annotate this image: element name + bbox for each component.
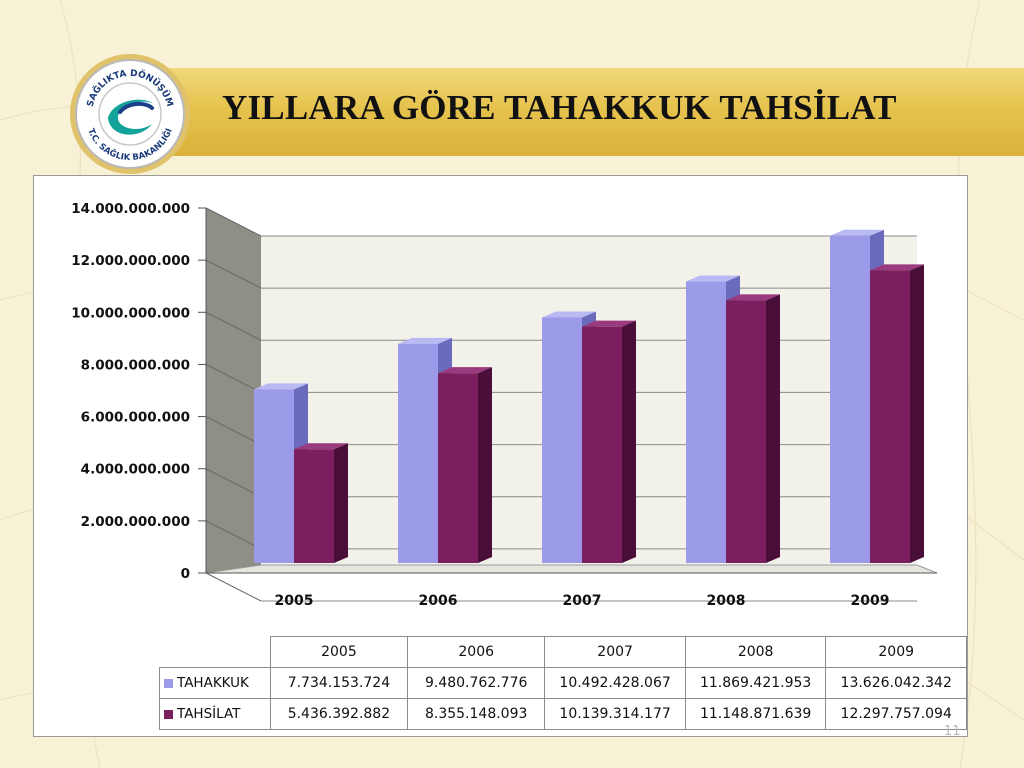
y-tick-label: 4.000.000.000 bbox=[81, 462, 190, 478]
bar-top-tahakkuk bbox=[686, 275, 740, 282]
bar-top-tahakkuk bbox=[398, 337, 452, 344]
gridline-side bbox=[205, 311, 262, 341]
bar-side-tahsi̇lat bbox=[910, 264, 924, 563]
row-label: TAHAKKUK bbox=[177, 675, 249, 691]
bar-tahsi̇lat-2008 bbox=[726, 300, 766, 563]
y-tick-label: 2.000.000.000 bbox=[81, 514, 190, 530]
bar-top-tahsi̇lat bbox=[294, 443, 348, 450]
bar-chart: 0 2.000.000.000 4.000.000.000 6.000.000.000… bbox=[71, 201, 938, 609]
table-header-cell: 2009 bbox=[825, 636, 967, 668]
bar-tahakkuk-2007 bbox=[542, 317, 582, 563]
x-tick-label: 2008 bbox=[707, 593, 746, 609]
table-header-cell: 2006 bbox=[407, 636, 546, 668]
table-cell: 10.139.314.177 bbox=[544, 698, 686, 730]
legend-swatch-tahsilat bbox=[164, 709, 173, 719]
bar-top-tahsi̇lat bbox=[582, 320, 636, 327]
gridline-side bbox=[205, 416, 262, 446]
table-cell: 10.492.428.067 bbox=[544, 667, 686, 699]
bar-tahakkuk-2006 bbox=[398, 343, 438, 563]
y-tick-label: 14.000.000.000 bbox=[71, 201, 190, 217]
bar-top-tahakkuk bbox=[830, 229, 884, 236]
bar-top-tahsi̇lat bbox=[438, 367, 492, 374]
bar-side-tahsi̇lat bbox=[766, 294, 780, 563]
gridline-side bbox=[205, 207, 262, 237]
table-cell: 11.148.871.639 bbox=[684, 698, 827, 730]
ministry-seal-icon: SAĞLIKTA DÖNÜŞÜM T.C. SAĞLIK BAKANLIĞI bbox=[70, 54, 190, 174]
bar-side-tahsi̇lat bbox=[478, 367, 492, 563]
legend-swatch-tahakkuk bbox=[164, 678, 173, 688]
bar-top-tahakkuk bbox=[542, 311, 596, 318]
table-cell: 11.869.421.953 bbox=[684, 667, 827, 699]
table-cell: 13.626.042.342 bbox=[825, 667, 967, 699]
gridline-side bbox=[205, 259, 262, 289]
page-number: 11 bbox=[944, 724, 961, 739]
table-cell: 8.355.148.093 bbox=[407, 698, 546, 730]
y-tick-label: 6.000.000.000 bbox=[81, 410, 190, 426]
y-tick-label: 0 bbox=[181, 566, 190, 582]
bar-top-tahakkuk bbox=[254, 383, 308, 390]
x-tick-label: 2007 bbox=[563, 593, 602, 609]
chart-side-wall bbox=[206, 208, 261, 573]
legend-tahsilat: TAHSİLAT bbox=[159, 698, 271, 730]
table-header-cell: 2005 bbox=[269, 636, 409, 668]
gridline-side bbox=[205, 520, 262, 550]
bar-side-tahsi̇lat bbox=[622, 320, 636, 563]
table-cell: 5.436.392.882 bbox=[269, 698, 409, 730]
y-tick-label: 8.000.000.000 bbox=[81, 357, 190, 373]
bar-tahsi̇lat-2009 bbox=[870, 270, 910, 563]
slide-title: YILLARA GÖRE TAHAKKUK TAHSİLAT bbox=[222, 88, 897, 127]
row-label: TAHSİLAT bbox=[177, 706, 241, 722]
table-row-tahsilat: TAHSİLAT 5.436.392.882 8.355.148.093 10.… bbox=[159, 698, 967, 730]
x-tick-label: 2006 bbox=[419, 593, 458, 609]
bar-side-tahsi̇lat bbox=[334, 443, 348, 563]
bar-tahsi̇lat-2005 bbox=[294, 449, 334, 563]
gridline-side bbox=[205, 363, 262, 393]
chart-floor bbox=[205, 564, 938, 574]
bar-top-tahsi̇lat bbox=[726, 294, 780, 301]
bar-tahakkuk-2009 bbox=[830, 235, 870, 563]
table-header-cell: 2007 bbox=[544, 636, 686, 668]
bar-top-tahsi̇lat bbox=[870, 264, 924, 271]
gridline-side bbox=[205, 572, 262, 602]
data-table: 2005 2006 2007 2008 2009 TAHAKKUK 7.734.… bbox=[159, 636, 967, 730]
title-band bbox=[150, 68, 1024, 156]
legend-tahakkuk: TAHAKKUK bbox=[159, 667, 271, 699]
table-cell: 12.297.757.094 bbox=[825, 698, 967, 730]
table-header-row: 2005 2006 2007 2008 2009 bbox=[159, 636, 967, 668]
table-cell: 7.734.153.724 bbox=[269, 667, 409, 699]
chart-panel: 0 2.000.000.000 4.000.000.000 6.000.000.000… bbox=[33, 175, 968, 737]
x-tick-label: 2009 bbox=[851, 593, 890, 609]
table-cell: 9.480.762.776 bbox=[407, 667, 546, 699]
gridline-side bbox=[205, 468, 262, 498]
y-tick-label: 12.000.000.000 bbox=[71, 253, 190, 269]
bar-tahsi̇lat-2007 bbox=[582, 326, 622, 563]
x-tick-label: 2005 bbox=[275, 593, 314, 609]
bar-tahakkuk-2008 bbox=[686, 281, 726, 563]
table-row-tahakkuk: TAHAKKUK 7.734.153.724 9.480.762.776 10.… bbox=[159, 667, 967, 699]
y-tick-label: 10.000.000.000 bbox=[71, 305, 190, 321]
bar-tahakkuk-2005 bbox=[254, 389, 294, 563]
table-corner bbox=[159, 636, 271, 668]
bar-tahsi̇lat-2006 bbox=[438, 373, 478, 563]
table-header-cell: 2008 bbox=[684, 636, 827, 668]
